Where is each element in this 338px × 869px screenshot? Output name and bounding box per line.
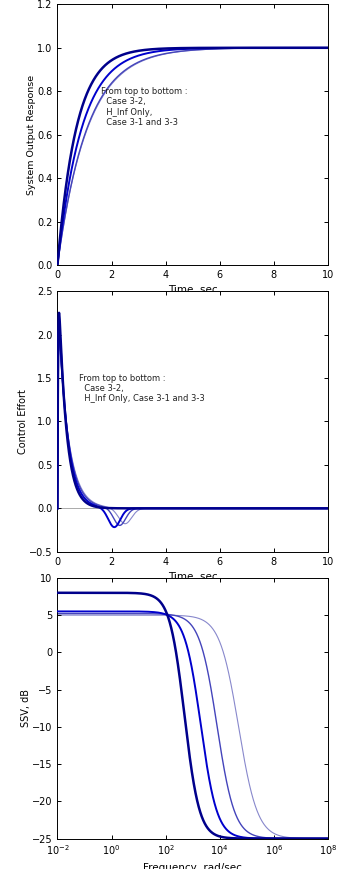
X-axis label: Time, sec: Time, sec: [168, 285, 217, 295]
Y-axis label: Control Effort: Control Effort: [18, 389, 28, 454]
X-axis label: Frequency, rad/sec: Frequency, rad/sec: [143, 863, 242, 869]
Text: (b)  Control  Efforts: (b) Control Efforts: [118, 599, 267, 612]
Y-axis label: SSV, dB: SSV, dB: [21, 689, 30, 727]
Text: From top to bottom :
  Case 3-2,
  H_Inf Only,
  Case 3-1
  Case 3-3: From top to bottom : Case 3-2, H_Inf Onl…: [0, 868, 1, 869]
Text: (a)  Output: (a) Output: [153, 312, 232, 325]
Text: From top to bottom :
  Case 3-2,
  H_Inf Only, Case 3-1 and 3-3: From top to bottom : Case 3-2, H_Inf Onl…: [79, 374, 205, 403]
X-axis label: Time, sec: Time, sec: [168, 572, 217, 582]
Text: From top to bottom :
  Case 3-2,
  H_Inf Only,
  Case 3-1 and 3-3: From top to bottom : Case 3-2, H_Inf Onl…: [101, 87, 187, 127]
Y-axis label: System Output Response: System Output Response: [27, 75, 36, 195]
